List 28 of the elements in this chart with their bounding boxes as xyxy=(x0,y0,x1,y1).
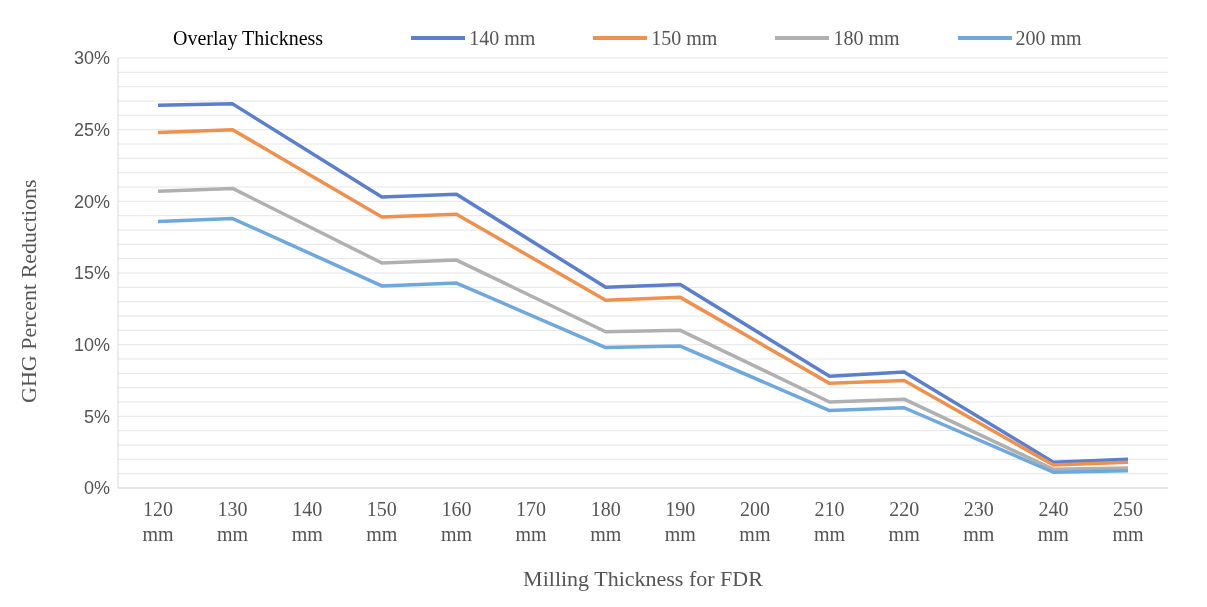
legend-label: 140 mm xyxy=(468,26,536,50)
y-tick-label: 20% xyxy=(73,191,110,212)
y-tick-label: 10% xyxy=(73,335,110,356)
x-tick-label: 140 mm xyxy=(291,498,324,545)
x-tick-label: 210 mm xyxy=(813,498,846,545)
x-tick-label: 250 mm xyxy=(1112,498,1144,545)
x-tick-label: 170 mm xyxy=(515,498,548,545)
y-tick-label: 25% xyxy=(73,120,110,141)
x-tick-label: 220 mm xyxy=(888,498,921,545)
y-axis-title: GHG Percent Reductions xyxy=(15,179,41,403)
legend-label: 180 mm xyxy=(832,26,900,50)
legend-label: 200 mm xyxy=(1014,26,1082,50)
x-tick-label: 120 mm xyxy=(142,498,174,545)
x-tick-label: 230 mm xyxy=(963,498,995,545)
y-tick-label: 30% xyxy=(73,48,110,69)
x-tick-label: 160 mm xyxy=(440,498,473,545)
x-axis-title: Milling Thickness for FDR xyxy=(523,566,764,591)
y-tick-label: 15% xyxy=(73,263,110,284)
y-tick-label: 0% xyxy=(83,478,110,499)
x-tick-label: 150 mm xyxy=(366,498,398,545)
x-tick-label: 180 mm xyxy=(590,498,622,545)
x-tick-label: 190 mm xyxy=(664,498,697,545)
x-tick-label: 130 mm xyxy=(217,498,249,545)
x-tick-label: 240 mm xyxy=(1037,498,1070,545)
x-tick-label: 200 mm xyxy=(739,498,771,545)
legend-title: Overlay Thickness xyxy=(173,26,324,50)
legend-label: 150 mm xyxy=(650,26,718,50)
y-tick-label: 5% xyxy=(83,406,110,427)
